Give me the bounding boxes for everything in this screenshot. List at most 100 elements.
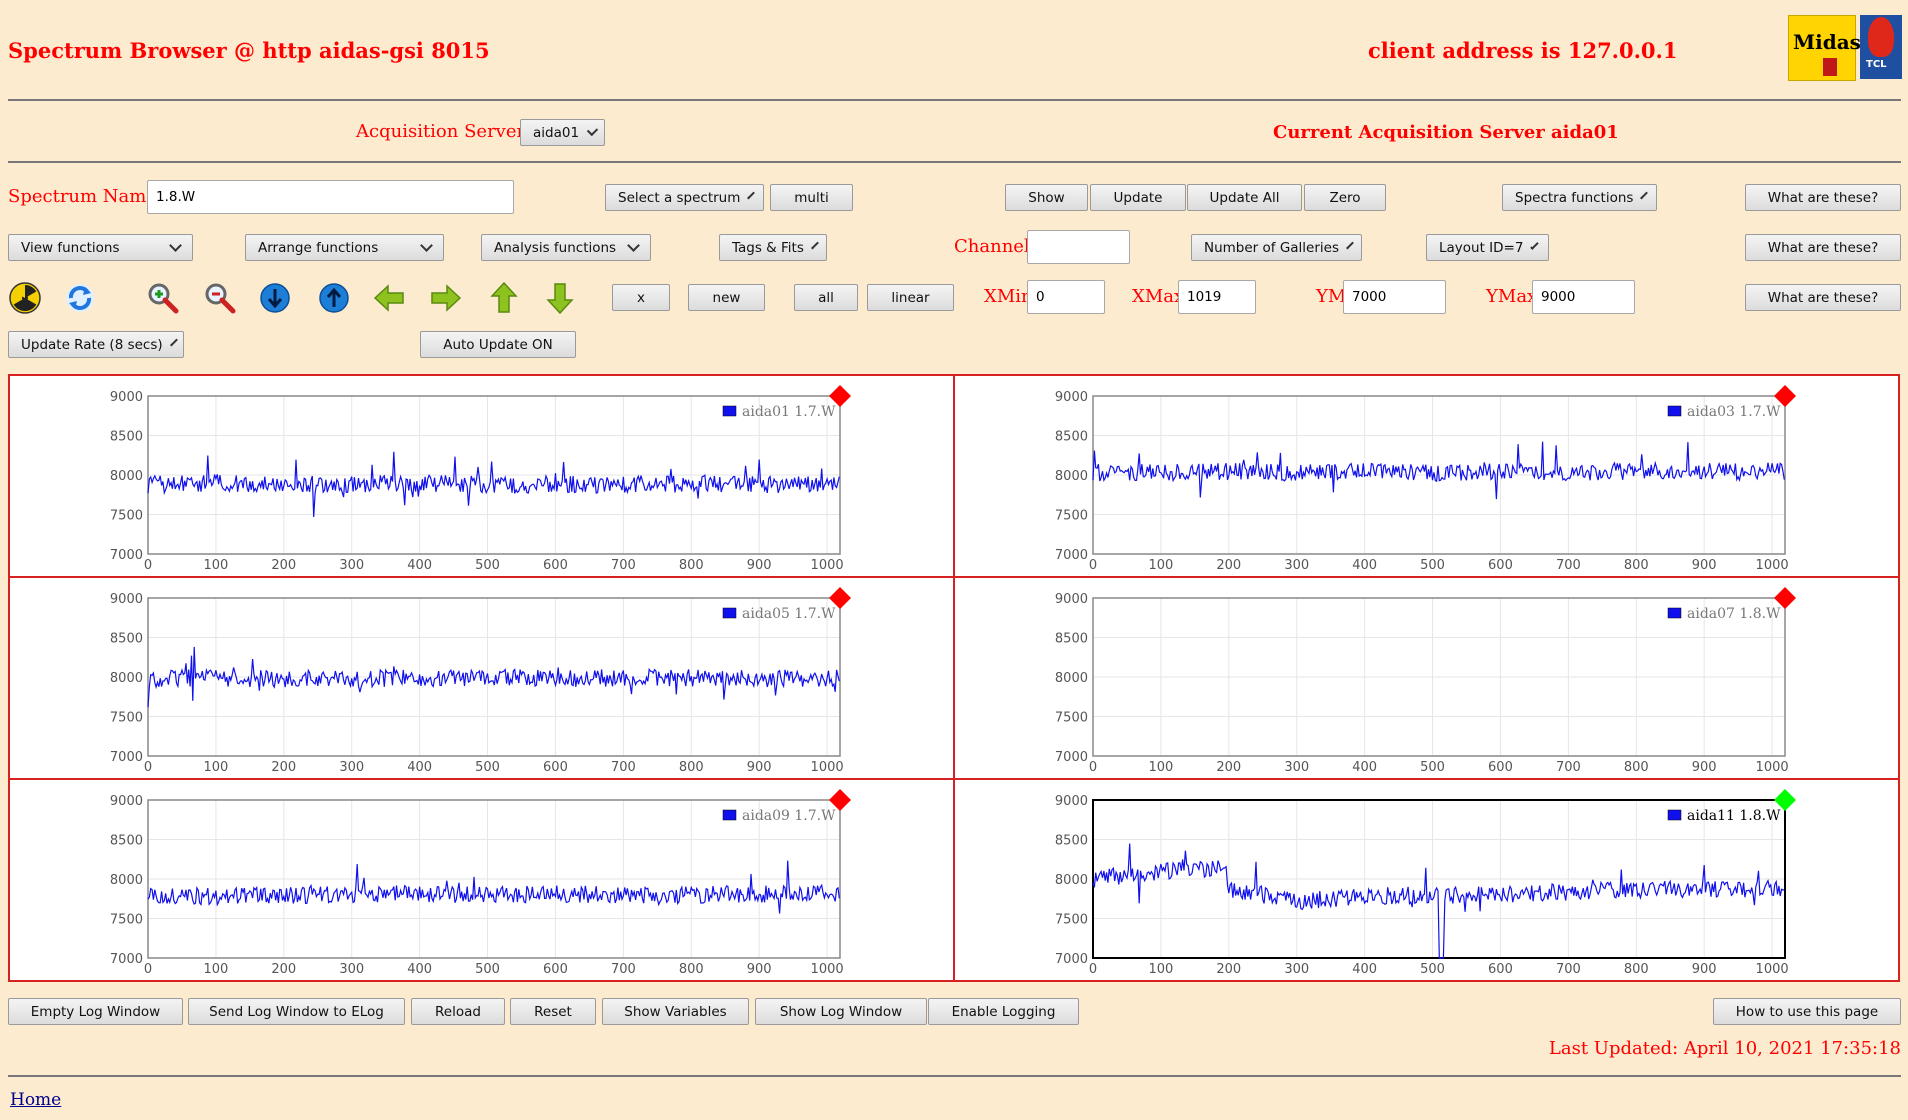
- xmax-input[interactable]: 1019: [1178, 280, 1256, 314]
- x-tick-label: 0: [144, 760, 152, 775]
- spectrum-name-input[interactable]: 1.8.W: [147, 180, 514, 214]
- enable-logging-button[interactable]: Enable Logging: [928, 998, 1079, 1025]
- y-tick-label: 8000: [110, 469, 143, 484]
- x-tick-label: 500: [475, 760, 500, 775]
- x-tick-label: 300: [339, 962, 364, 977]
- zero-button[interactable]: Zero: [1304, 184, 1386, 211]
- what-are-these-button[interactable]: What are these?: [1745, 184, 1901, 211]
- y-tick-label: 9000: [110, 592, 143, 607]
- home-link[interactable]: Home: [10, 1090, 62, 1110]
- x-tick-label: 600: [543, 558, 568, 573]
- y-tick-label: 7500: [110, 509, 143, 524]
- x-tick-label: 800: [1624, 558, 1649, 573]
- zoom-out-icon[interactable]: [202, 280, 236, 314]
- xmin-input[interactable]: 0: [1027, 280, 1105, 314]
- page-title: Spectrum Browser @ http aidas-gsi 8015: [8, 38, 490, 63]
- multi-button[interactable]: multi: [770, 184, 853, 211]
- spectrum-chart[interactable]: 0 100 200 300 400 500 600 700 800 900 1000 9000 8500…: [955, 376, 1898, 576]
- ymax-label: YMax: [1486, 286, 1538, 307]
- update-button[interactable]: Update: [1090, 184, 1186, 211]
- spectrum-chart[interactable]: 0 100 200 300 400 500 600 700 800 900 1000 9000 8500…: [955, 780, 1898, 980]
- x-tick-label: 300: [339, 760, 364, 775]
- x-tick-label: 800: [1624, 760, 1649, 775]
- analysis-functions-dropdown[interactable]: Analysis functions: [481, 234, 651, 261]
- spectrum-chart[interactable]: 0 100 200 300 400 500 600 700 800 900 1000 9000 8500…: [10, 376, 953, 576]
- spectra-functions-dropdown[interactable]: Spectra functions: [1502, 184, 1657, 211]
- x-tick-label: 1000: [811, 760, 844, 775]
- how-to-use-button[interactable]: How to use this page: [1713, 998, 1901, 1025]
- x-tick-label: 800: [1624, 962, 1649, 977]
- spectrum-panel[interactable]: 0 100 200 300 400 500 600 700 800 900 1000 9000 8500…: [8, 576, 955, 780]
- plot-frame: [147, 597, 841, 757]
- spectrum-chart[interactable]: 0 100 200 300 400 500 600 700 800 900 1000 9000 8500…: [10, 780, 953, 980]
- select-spectrum-dropdown[interactable]: Select a spectrum: [605, 184, 764, 211]
- x-tick-label: 200: [1216, 962, 1241, 977]
- reset-button[interactable]: Reset: [510, 998, 596, 1025]
- auto-update-button[interactable]: Auto Update ON: [420, 331, 576, 358]
- legend-label: aida05 1.7.W: [742, 606, 836, 622]
- galleries-dropdown[interactable]: Number of Galleries: [1191, 234, 1362, 261]
- divider: [8, 161, 1901, 163]
- x-tick-label: 500: [1420, 558, 1445, 573]
- x-tick-label: 1000: [811, 558, 844, 573]
- what-are-these-button[interactable]: What are these?: [1745, 234, 1901, 261]
- arrange-functions-dropdown[interactable]: Arrange functions: [245, 234, 444, 261]
- y-tick-label: 8000: [110, 873, 143, 888]
- linear-button[interactable]: linear: [867, 284, 954, 311]
- x-tick-label: 200: [1216, 558, 1241, 573]
- select-diamond-marker: [1774, 385, 1796, 407]
- x-button[interactable]: x: [612, 284, 670, 311]
- x-tick-label: 700: [611, 760, 636, 775]
- channel-input[interactable]: [1027, 230, 1130, 264]
- all-button[interactable]: all: [794, 284, 858, 311]
- zoom-in-icon[interactable]: [145, 280, 179, 314]
- ymax-input[interactable]: 9000: [1532, 280, 1635, 314]
- arrow-right-icon[interactable]: [429, 281, 463, 315]
- x-tick-label: 600: [543, 760, 568, 775]
- y-tick-label: 8500: [1055, 834, 1088, 849]
- xmax-label: XMax: [1132, 286, 1185, 307]
- radiation-icon[interactable]: [8, 281, 42, 315]
- spectrum-panel[interactable]: 0 100 200 300 400 500 600 700 800 900 1000 9000 8500…: [953, 576, 1900, 780]
- empty-log-button[interactable]: Empty Log Window: [8, 998, 183, 1025]
- spectrum-series-line: [1092, 441, 1785, 500]
- arrow-down-circle-icon[interactable]: [258, 281, 292, 315]
- view-functions-dropdown[interactable]: View functions: [8, 234, 193, 261]
- show-button[interactable]: Show: [1005, 184, 1088, 211]
- x-tick-label: 1000: [1756, 962, 1789, 977]
- y-tick-label: 8500: [1055, 632, 1088, 647]
- legend-label: aida11 1.8.W: [1687, 808, 1781, 824]
- x-tick-label: 0: [144, 558, 152, 573]
- tags-fits-dropdown[interactable]: Tags & Fits: [719, 234, 827, 261]
- spectrum-panel[interactable]: 0 100 200 300 400 500 600 700 800 900 1000 9000 8500…: [953, 778, 1900, 982]
- ymin-input[interactable]: 7000: [1343, 280, 1446, 314]
- what-are-these-button[interactable]: What are these?: [1745, 284, 1901, 311]
- arrow-down-icon[interactable]: [543, 281, 577, 315]
- spectrum-chart[interactable]: 0 100 200 300 400 500 600 700 800 900 1000 9000 8500…: [10, 578, 953, 778]
- spectrum-chart[interactable]: 0 100 200 300 400 500 600 700 800 900 1000 9000 8500…: [955, 578, 1898, 778]
- show-variables-button[interactable]: Show Variables: [602, 998, 749, 1025]
- update-rate-dropdown[interactable]: Update Rate (8 secs): [8, 331, 184, 358]
- legend-swatch: [1667, 607, 1682, 619]
- new-button[interactable]: new: [688, 284, 765, 311]
- x-tick-label: 200: [1216, 760, 1241, 775]
- acq-server-select[interactable]: aida01: [520, 119, 605, 146]
- x-tick-label: 200: [271, 558, 296, 573]
- spectrum-panel[interactable]: 0 100 200 300 400 500 600 700 800 900 1000 9000 8500…: [8, 374, 955, 578]
- reload-button[interactable]: Reload: [411, 998, 505, 1025]
- arrow-up-icon[interactable]: [487, 281, 521, 315]
- spectrum-panel[interactable]: 0 100 200 300 400 500 600 700 800 900 1000 9000 8500…: [8, 778, 955, 982]
- x-tick-label: 500: [1420, 760, 1445, 775]
- spectrum-panel[interactable]: 0 100 200 300 400 500 600 700 800 900 1000 9000 8500…: [953, 374, 1900, 578]
- x-tick-label: 1000: [811, 962, 844, 977]
- y-tick-label: 9000: [1055, 592, 1088, 607]
- show-log-window-button[interactable]: Show Log Window: [755, 998, 927, 1025]
- arrow-up-circle-icon[interactable]: [317, 281, 351, 315]
- update-all-button[interactable]: Update All: [1187, 184, 1302, 211]
- arrow-left-icon[interactable]: [372, 281, 406, 315]
- y-tick-label: 9000: [1055, 390, 1088, 405]
- layout-dropdown[interactable]: Layout ID=7: [1426, 234, 1549, 261]
- send-log-button[interactable]: Send Log Window to ELog: [188, 998, 405, 1025]
- y-tick-label: 7500: [1055, 913, 1088, 928]
- refresh-icon[interactable]: [63, 281, 97, 315]
